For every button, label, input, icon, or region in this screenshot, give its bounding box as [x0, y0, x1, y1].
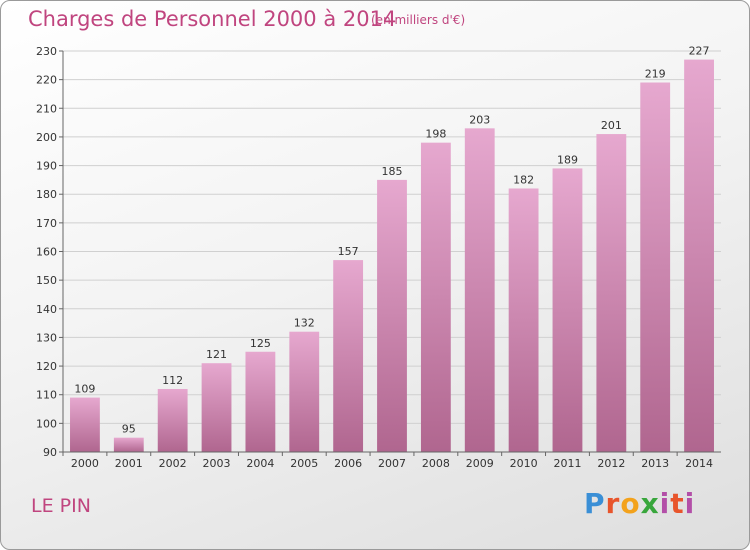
- x-tick-label: 2008: [422, 457, 450, 470]
- x-tick-label: 2011: [553, 457, 581, 470]
- x-tick-label: 2009: [466, 457, 494, 470]
- data-label-2003: 121: [206, 348, 227, 361]
- chart-subtitle: (en milliers d'€): [371, 13, 466, 27]
- bar-2010: [508, 188, 539, 452]
- data-label-2001: 95: [122, 423, 136, 436]
- data-label-2000: 109: [74, 383, 95, 396]
- y-tick-label: 230: [36, 45, 57, 58]
- data-label-2002: 112: [162, 374, 183, 387]
- y-tick-label: 210: [36, 102, 57, 115]
- data-label-2005: 132: [294, 317, 315, 330]
- bar-2003: [201, 363, 232, 452]
- x-tick-label: 2005: [290, 457, 318, 470]
- y-tick-label: 130: [36, 331, 57, 344]
- x-tick-label: 2014: [685, 457, 713, 470]
- logo-letter: o: [620, 487, 641, 520]
- data-label-2010: 182: [513, 173, 534, 186]
- y-tick-label: 180: [36, 188, 57, 201]
- y-tick-label: 110: [36, 389, 57, 402]
- bar-2014: [684, 59, 714, 452]
- logo-letter: P: [584, 487, 606, 520]
- y-tick-label: 100: [36, 417, 57, 430]
- chart-title: Charges de Personnel 2000 à 2014: [28, 7, 397, 31]
- x-tick-label: 2003: [203, 457, 231, 470]
- x-tick-label: 2013: [641, 457, 669, 470]
- bar-2008: [420, 142, 451, 452]
- x-tick-label: 2001: [115, 457, 143, 470]
- data-label-2014: 227: [689, 45, 710, 58]
- bar-2012: [596, 134, 627, 453]
- logo-letter: x: [640, 487, 660, 520]
- x-tick-label: 2010: [510, 457, 538, 470]
- y-tick-label: 140: [36, 303, 57, 316]
- data-label-2008: 198: [425, 128, 446, 141]
- bar-2009: [464, 128, 495, 452]
- logo-letter: r: [605, 487, 621, 520]
- data-label-2011: 189: [557, 153, 578, 166]
- logo-letter: t: [670, 487, 685, 520]
- data-label-2012: 201: [601, 119, 622, 132]
- y-tick-label: 120: [36, 360, 57, 373]
- bar-2000: [70, 397, 100, 452]
- y-tick-label: 160: [36, 246, 57, 259]
- bar-2001: [113, 437, 144, 452]
- bar-2004: [245, 351, 276, 452]
- x-tick-label: 2002: [159, 457, 187, 470]
- logo-letter: i: [684, 487, 696, 520]
- data-label-2009: 203: [469, 113, 490, 126]
- x-tick-label: 2012: [597, 457, 625, 470]
- y-tick-label: 150: [36, 274, 57, 287]
- proxiti-logo: Proxiti: [584, 487, 695, 520]
- x-tick-label: 2000: [71, 457, 99, 470]
- data-label-2006: 157: [338, 245, 359, 258]
- y-tick-label: 90: [43, 446, 57, 459]
- x-tick-label: 2007: [378, 457, 406, 470]
- data-label-2007: 185: [382, 165, 403, 178]
- bar-2006: [333, 260, 364, 452]
- y-tick-label: 190: [36, 160, 57, 173]
- bar-2002: [157, 388, 188, 452]
- logo-letter: i: [659, 487, 671, 520]
- y-tick-label: 170: [36, 217, 57, 230]
- bar-2007: [377, 179, 407, 452]
- y-tick-label: 220: [36, 74, 57, 87]
- x-tick-label: 2006: [334, 457, 362, 470]
- y-tick-label: 200: [36, 131, 57, 144]
- x-tick-label: 2004: [246, 457, 274, 470]
- data-label-2013: 219: [645, 68, 666, 81]
- bar-2013: [640, 82, 671, 452]
- bar-2005: [289, 331, 320, 452]
- data-label-2004: 125: [250, 337, 271, 350]
- place-name: LE PIN: [31, 495, 91, 517]
- bar-2011: [552, 168, 583, 452]
